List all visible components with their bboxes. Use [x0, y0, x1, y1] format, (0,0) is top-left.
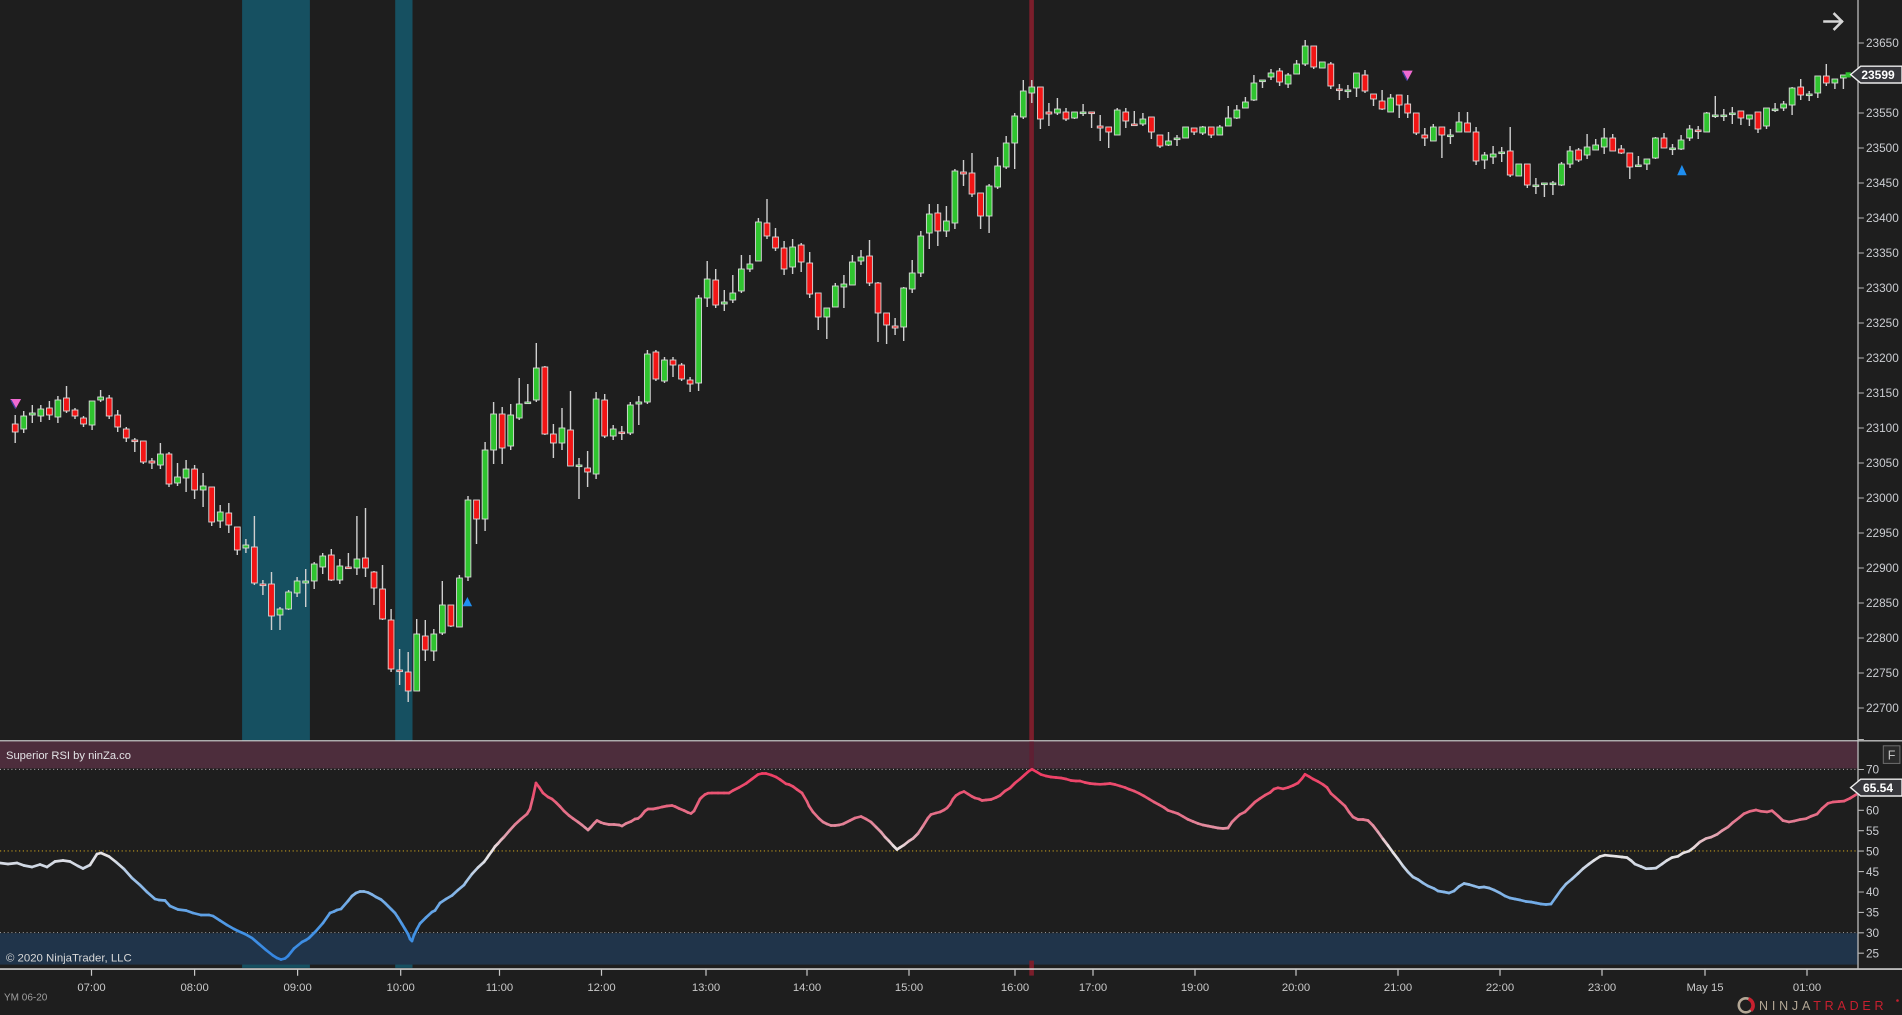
- svg-text:19:00: 19:00: [1181, 982, 1209, 994]
- svg-text:01:00: 01:00: [1793, 982, 1821, 994]
- svg-text:23599: 23599: [1861, 68, 1895, 82]
- svg-text:22800: 22800: [1866, 631, 1899, 645]
- svg-text:25: 25: [1866, 946, 1880, 960]
- svg-text:08:00: 08:00: [180, 982, 208, 994]
- svg-text:23450: 23450: [1866, 176, 1899, 190]
- svg-text:23150: 23150: [1866, 386, 1899, 400]
- svg-text:23250: 23250: [1866, 316, 1899, 330]
- svg-text:21:00: 21:00: [1384, 982, 1412, 994]
- svg-text:22750: 22750: [1866, 666, 1899, 680]
- svg-text:13:00: 13:00: [692, 982, 720, 994]
- svg-text:23100: 23100: [1866, 421, 1899, 435]
- svg-text:07:00: 07:00: [77, 982, 105, 994]
- svg-text:40: 40: [1866, 885, 1880, 899]
- svg-text:23400: 23400: [1866, 211, 1899, 225]
- svg-text:35: 35: [1866, 906, 1880, 920]
- svg-text:17:00: 17:00: [1079, 982, 1107, 994]
- svg-text:22950: 22950: [1866, 526, 1899, 540]
- svg-text:30: 30: [1866, 926, 1880, 940]
- svg-text:F: F: [1888, 749, 1896, 763]
- svg-text:23050: 23050: [1866, 456, 1899, 470]
- svg-text:22:00: 22:00: [1486, 982, 1514, 994]
- svg-text:23200: 23200: [1866, 351, 1899, 365]
- svg-text:© 2020 NinjaTrader, LLC: © 2020 NinjaTrader, LLC: [6, 953, 132, 965]
- svg-text:15:00: 15:00: [895, 982, 923, 994]
- svg-text:YM 06-20: YM 06-20: [4, 993, 48, 1004]
- svg-text:22900: 22900: [1866, 561, 1899, 575]
- svg-text:23000: 23000: [1866, 491, 1899, 505]
- svg-text:50: 50: [1866, 844, 1880, 858]
- svg-text:12:00: 12:00: [587, 982, 615, 994]
- svg-text:23500: 23500: [1866, 141, 1899, 155]
- svg-text:23650: 23650: [1866, 36, 1899, 50]
- svg-text:14:00: 14:00: [793, 982, 821, 994]
- svg-text:70: 70: [1866, 763, 1880, 777]
- svg-text:09:00: 09:00: [283, 982, 311, 994]
- svg-text:11:00: 11:00: [486, 982, 513, 994]
- svg-text:23:00: 23:00: [1588, 982, 1616, 994]
- svg-text:60: 60: [1866, 804, 1880, 818]
- svg-text:May 15: May 15: [1686, 982, 1723, 994]
- svg-text:23300: 23300: [1866, 281, 1899, 295]
- svg-text:65.54: 65.54: [1863, 781, 1893, 795]
- svg-text:NINJATRADER: NINJATRADER: [1759, 999, 1887, 1013]
- svg-text:55: 55: [1866, 824, 1880, 838]
- svg-text:Superior RSI by ninZa.co: Superior RSI by ninZa.co: [6, 750, 131, 762]
- svg-text:22850: 22850: [1866, 596, 1899, 610]
- svg-text:23350: 23350: [1866, 246, 1899, 260]
- svg-text:23550: 23550: [1866, 106, 1899, 120]
- svg-text:20:00: 20:00: [1282, 982, 1310, 994]
- svg-text:45: 45: [1866, 865, 1880, 879]
- svg-text:22700: 22700: [1866, 701, 1899, 715]
- svg-text:16:00: 16:00: [1001, 982, 1029, 994]
- svg-text:10:00: 10:00: [387, 982, 415, 994]
